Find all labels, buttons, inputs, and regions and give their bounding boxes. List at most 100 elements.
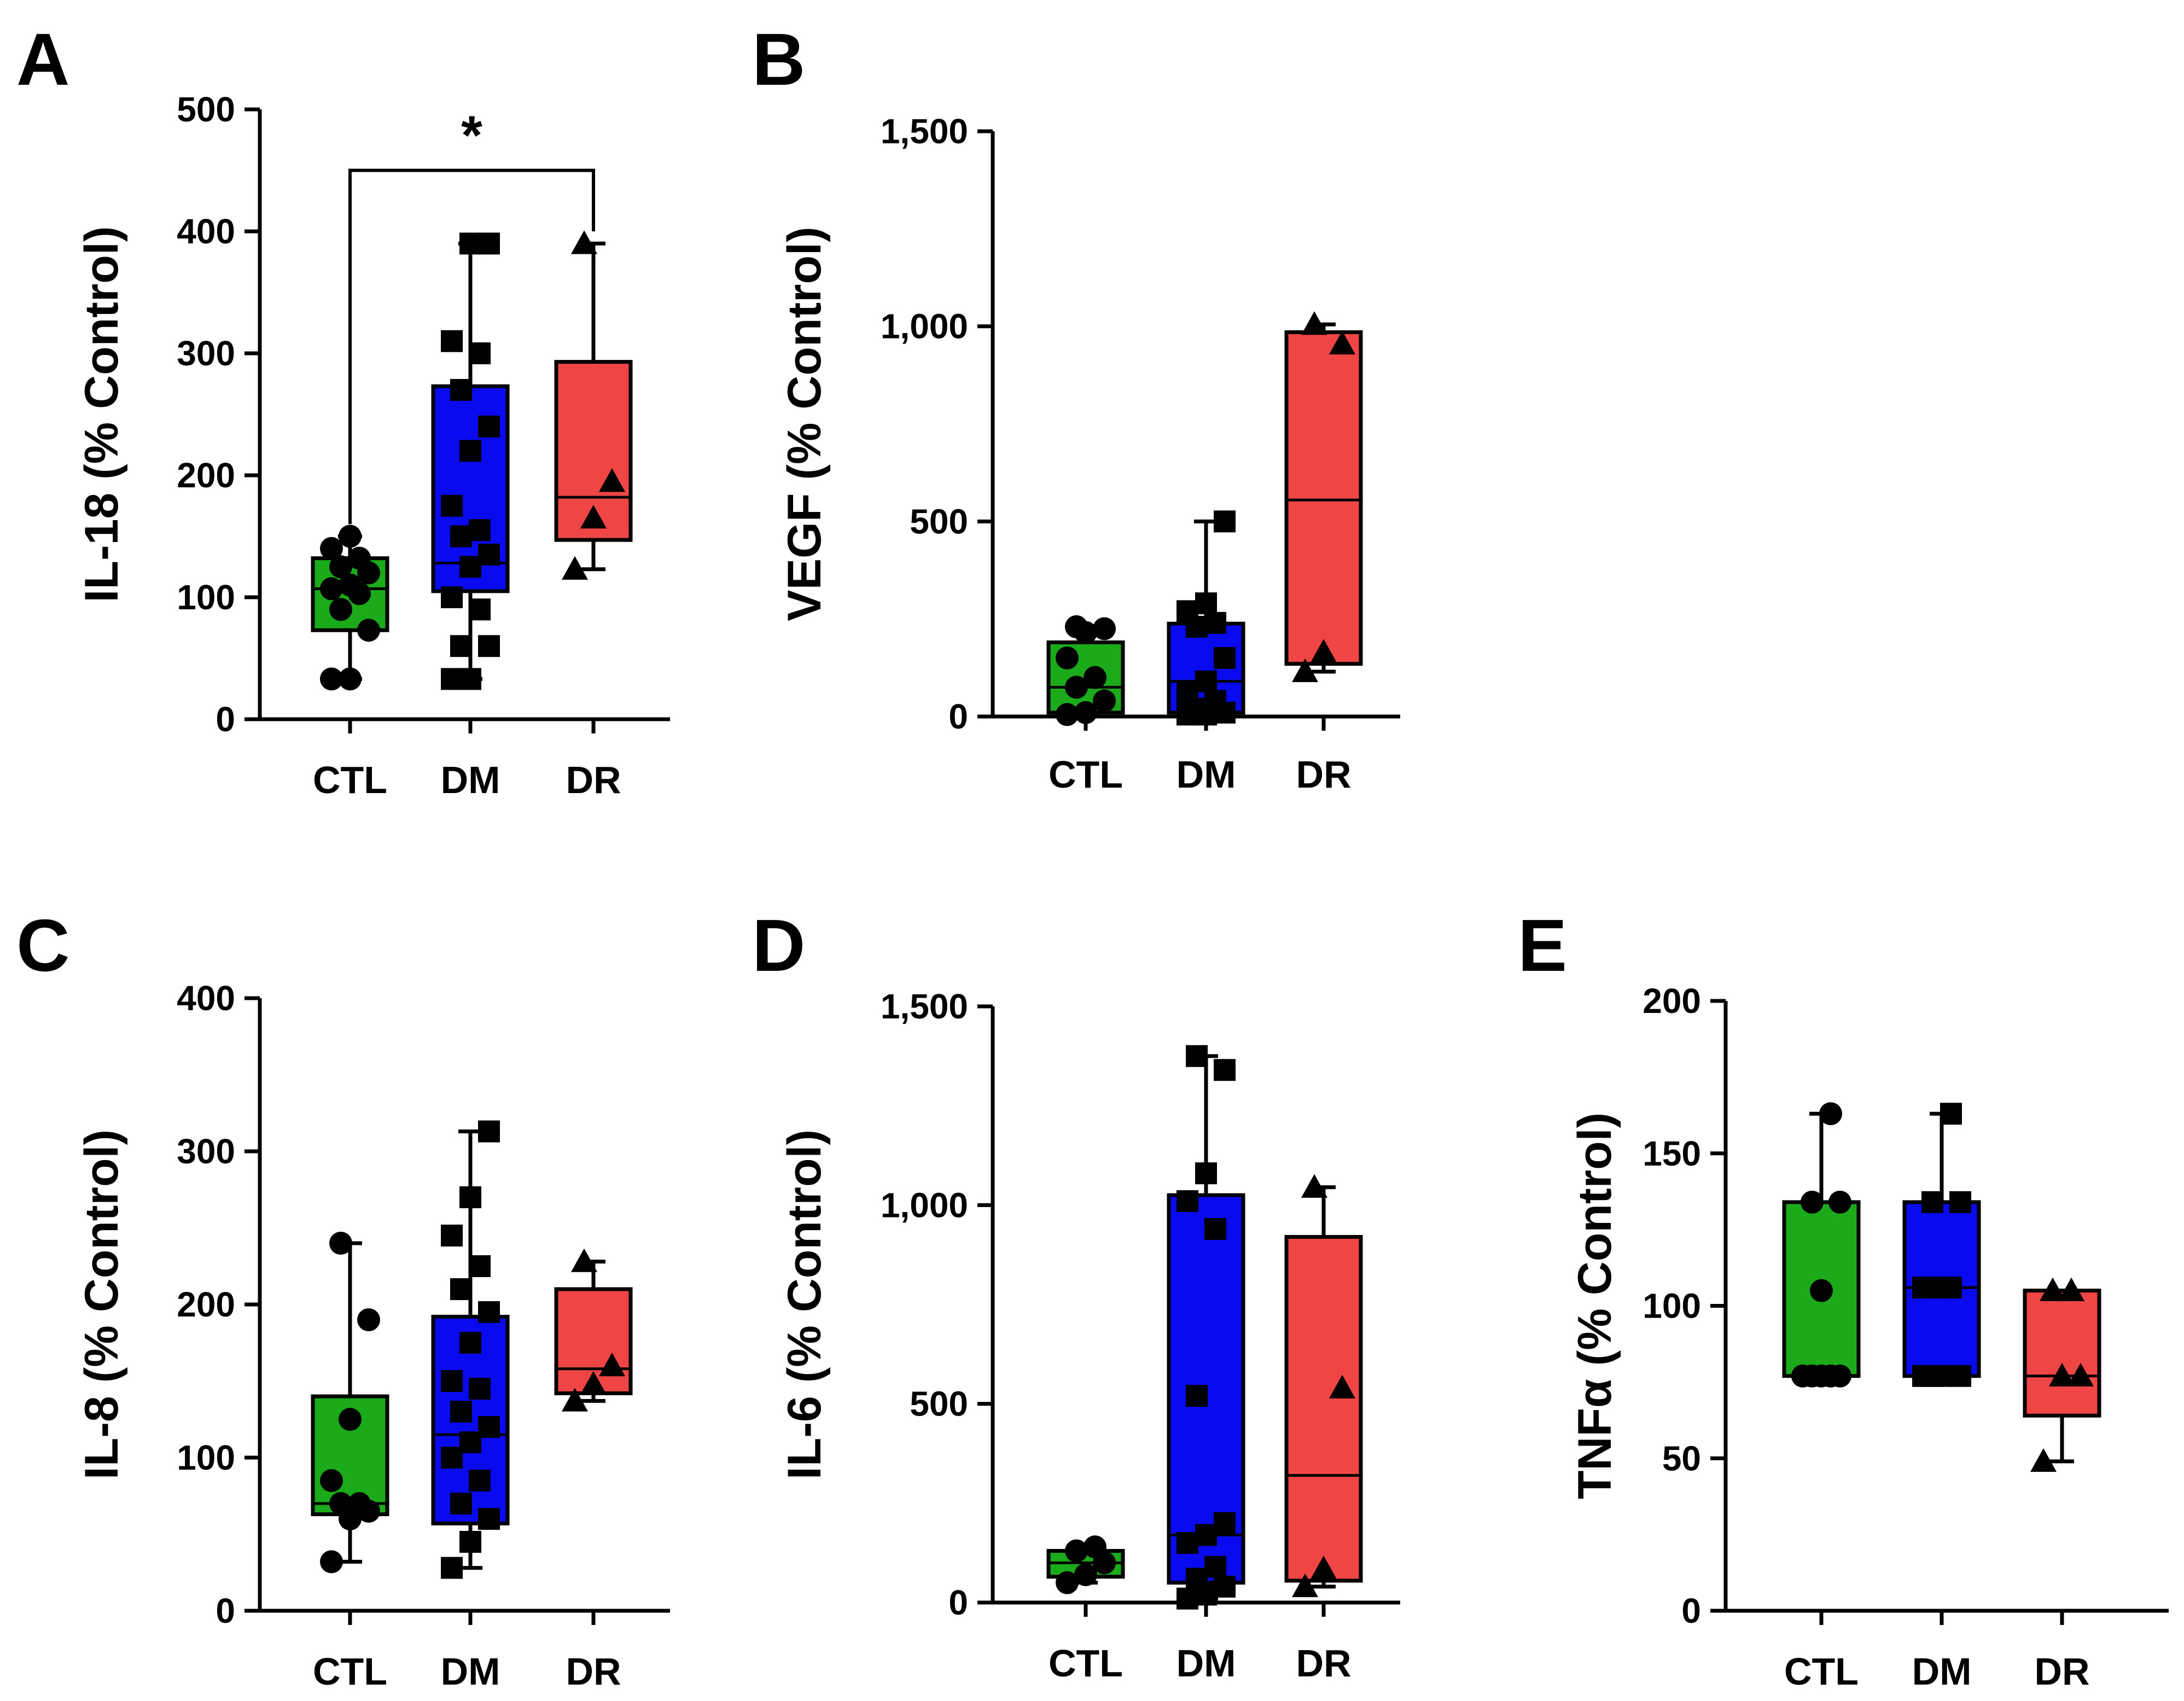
x-category-label: CTL: [1784, 1650, 1859, 1693]
data-point: [320, 537, 343, 560]
data-point: [450, 1278, 472, 1300]
data-point: [320, 1550, 343, 1574]
x-category-label: CTL: [313, 1650, 387, 1693]
panel-letter: B: [752, 18, 806, 101]
data-point: [469, 598, 491, 621]
panel-c: C 0 100 200 300 400 IL-8 (% Control) CTL DM DR: [16, 904, 670, 1693]
data-point: [2067, 1362, 2094, 1387]
data-point: [1214, 1512, 1236, 1534]
data-point: [1912, 1277, 1934, 1299]
y-tick-label: 150: [1643, 1134, 1701, 1173]
panel-letter: D: [752, 904, 806, 987]
x-category-label: DM: [1177, 1642, 1236, 1685]
data-point: [1791, 1364, 1814, 1388]
significance-bracket: *: [348, 105, 595, 525]
data-point: [469, 342, 491, 364]
data-point: [450, 525, 472, 547]
data-point: [459, 440, 481, 462]
data-point: [1204, 611, 1226, 634]
data-point: [1195, 1524, 1217, 1546]
panel-d: D 0 500 1,000 1,500 IL-6 (% Control) CTL DM DR: [752, 904, 1400, 1685]
x-category-label: DM: [1177, 753, 1236, 796]
data-point: [441, 494, 463, 517]
data-point: [1204, 690, 1226, 712]
data-point: [450, 378, 472, 401]
data-point: [1195, 592, 1217, 615]
box-ctl: [1782, 1102, 1861, 1388]
data-point: [1329, 1374, 1355, 1399]
data-point: [469, 1255, 491, 1277]
data-point: [1074, 701, 1097, 724]
data-point: [320, 667, 343, 691]
data-point: [357, 1308, 380, 1331]
bracket-line: [348, 168, 595, 525]
data-point: [450, 1493, 472, 1514]
data-point: [459, 1186, 481, 1208]
y-axis-title: IL-6 (% Control): [778, 1129, 831, 1479]
data-point: [329, 555, 352, 579]
data-point: [1949, 1191, 1971, 1213]
x-category-label: CTL: [1049, 753, 1123, 796]
data-point: [459, 1332, 481, 1354]
y-tick-label: 100: [1643, 1286, 1701, 1326]
data-point: [329, 598, 352, 621]
data-point: [1195, 670, 1217, 692]
x-category-label: CTL: [1049, 1642, 1123, 1685]
data-point: [1214, 647, 1236, 669]
data-point: [478, 1508, 500, 1530]
data-point: [1065, 615, 1088, 638]
y-tick-label: 500: [910, 1384, 968, 1424]
box-dm: [431, 1120, 510, 1579]
data-point: [459, 232, 481, 255]
data-point: [1949, 1365, 1971, 1387]
data-point: [329, 1232, 352, 1255]
y-tick-label: 400: [177, 978, 235, 1018]
panel-a: A 0 100 200 300 400 500 IL-18 (% Control) CTL DM D…: [16, 18, 670, 801]
y-tick-label: 500: [910, 502, 968, 541]
data-point: [450, 635, 472, 657]
data-point: [348, 546, 371, 570]
y-axis-title: IL-18 (% Control): [75, 226, 128, 603]
x-category-label: DM: [441, 1650, 500, 1693]
data-point: [339, 1408, 362, 1431]
data-point: [441, 586, 463, 608]
panel-e: E 0 50 100 150 200 TNFα (% Control) CTL DM DR: [1518, 904, 2169, 1693]
box-dr: [1284, 311, 1363, 683]
data-point: [1074, 1563, 1097, 1587]
iqr-box: [1284, 330, 1363, 666]
box-ctl: [311, 525, 389, 691]
data-point: [1186, 1568, 1208, 1590]
box-dm: [1902, 1103, 1981, 1387]
x-category-label: DM: [1912, 1650, 1972, 1693]
y-tick-label: 400: [177, 212, 235, 251]
data-point: [1311, 1556, 1337, 1580]
y-tick-label: 1,500: [881, 987, 968, 1026]
data-point: [320, 577, 343, 601]
panel-letter: C: [16, 904, 70, 987]
data-point: [1084, 1535, 1106, 1559]
data-point: [1819, 1364, 1842, 1388]
y-tick-label: 50: [1662, 1438, 1701, 1478]
data-point: [478, 1301, 500, 1323]
data-point: [1801, 1190, 1824, 1214]
data-point: [459, 556, 481, 578]
x-category-label: DR: [1296, 753, 1351, 796]
data-point: [1204, 1556, 1226, 1578]
data-point: [1186, 1045, 1208, 1067]
data-point: [1214, 510, 1236, 533]
box-dm: [1167, 1045, 1245, 1610]
data-point: [2030, 1448, 2057, 1472]
box-ctl: [1046, 1535, 1125, 1594]
data-point: [478, 1416, 500, 1438]
x-category-label: CTL: [313, 759, 387, 801]
box-dm: [431, 232, 510, 690]
data-point: [450, 1401, 472, 1423]
y-tick-label: 0: [216, 700, 235, 739]
y-tick-label: 0: [216, 1591, 235, 1630]
box-dr: [554, 1248, 633, 1412]
box-dm: [1167, 510, 1245, 726]
data-point: [1940, 1103, 1962, 1125]
y-tick-label: 200: [177, 1285, 235, 1324]
data-point: [562, 1388, 588, 1412]
